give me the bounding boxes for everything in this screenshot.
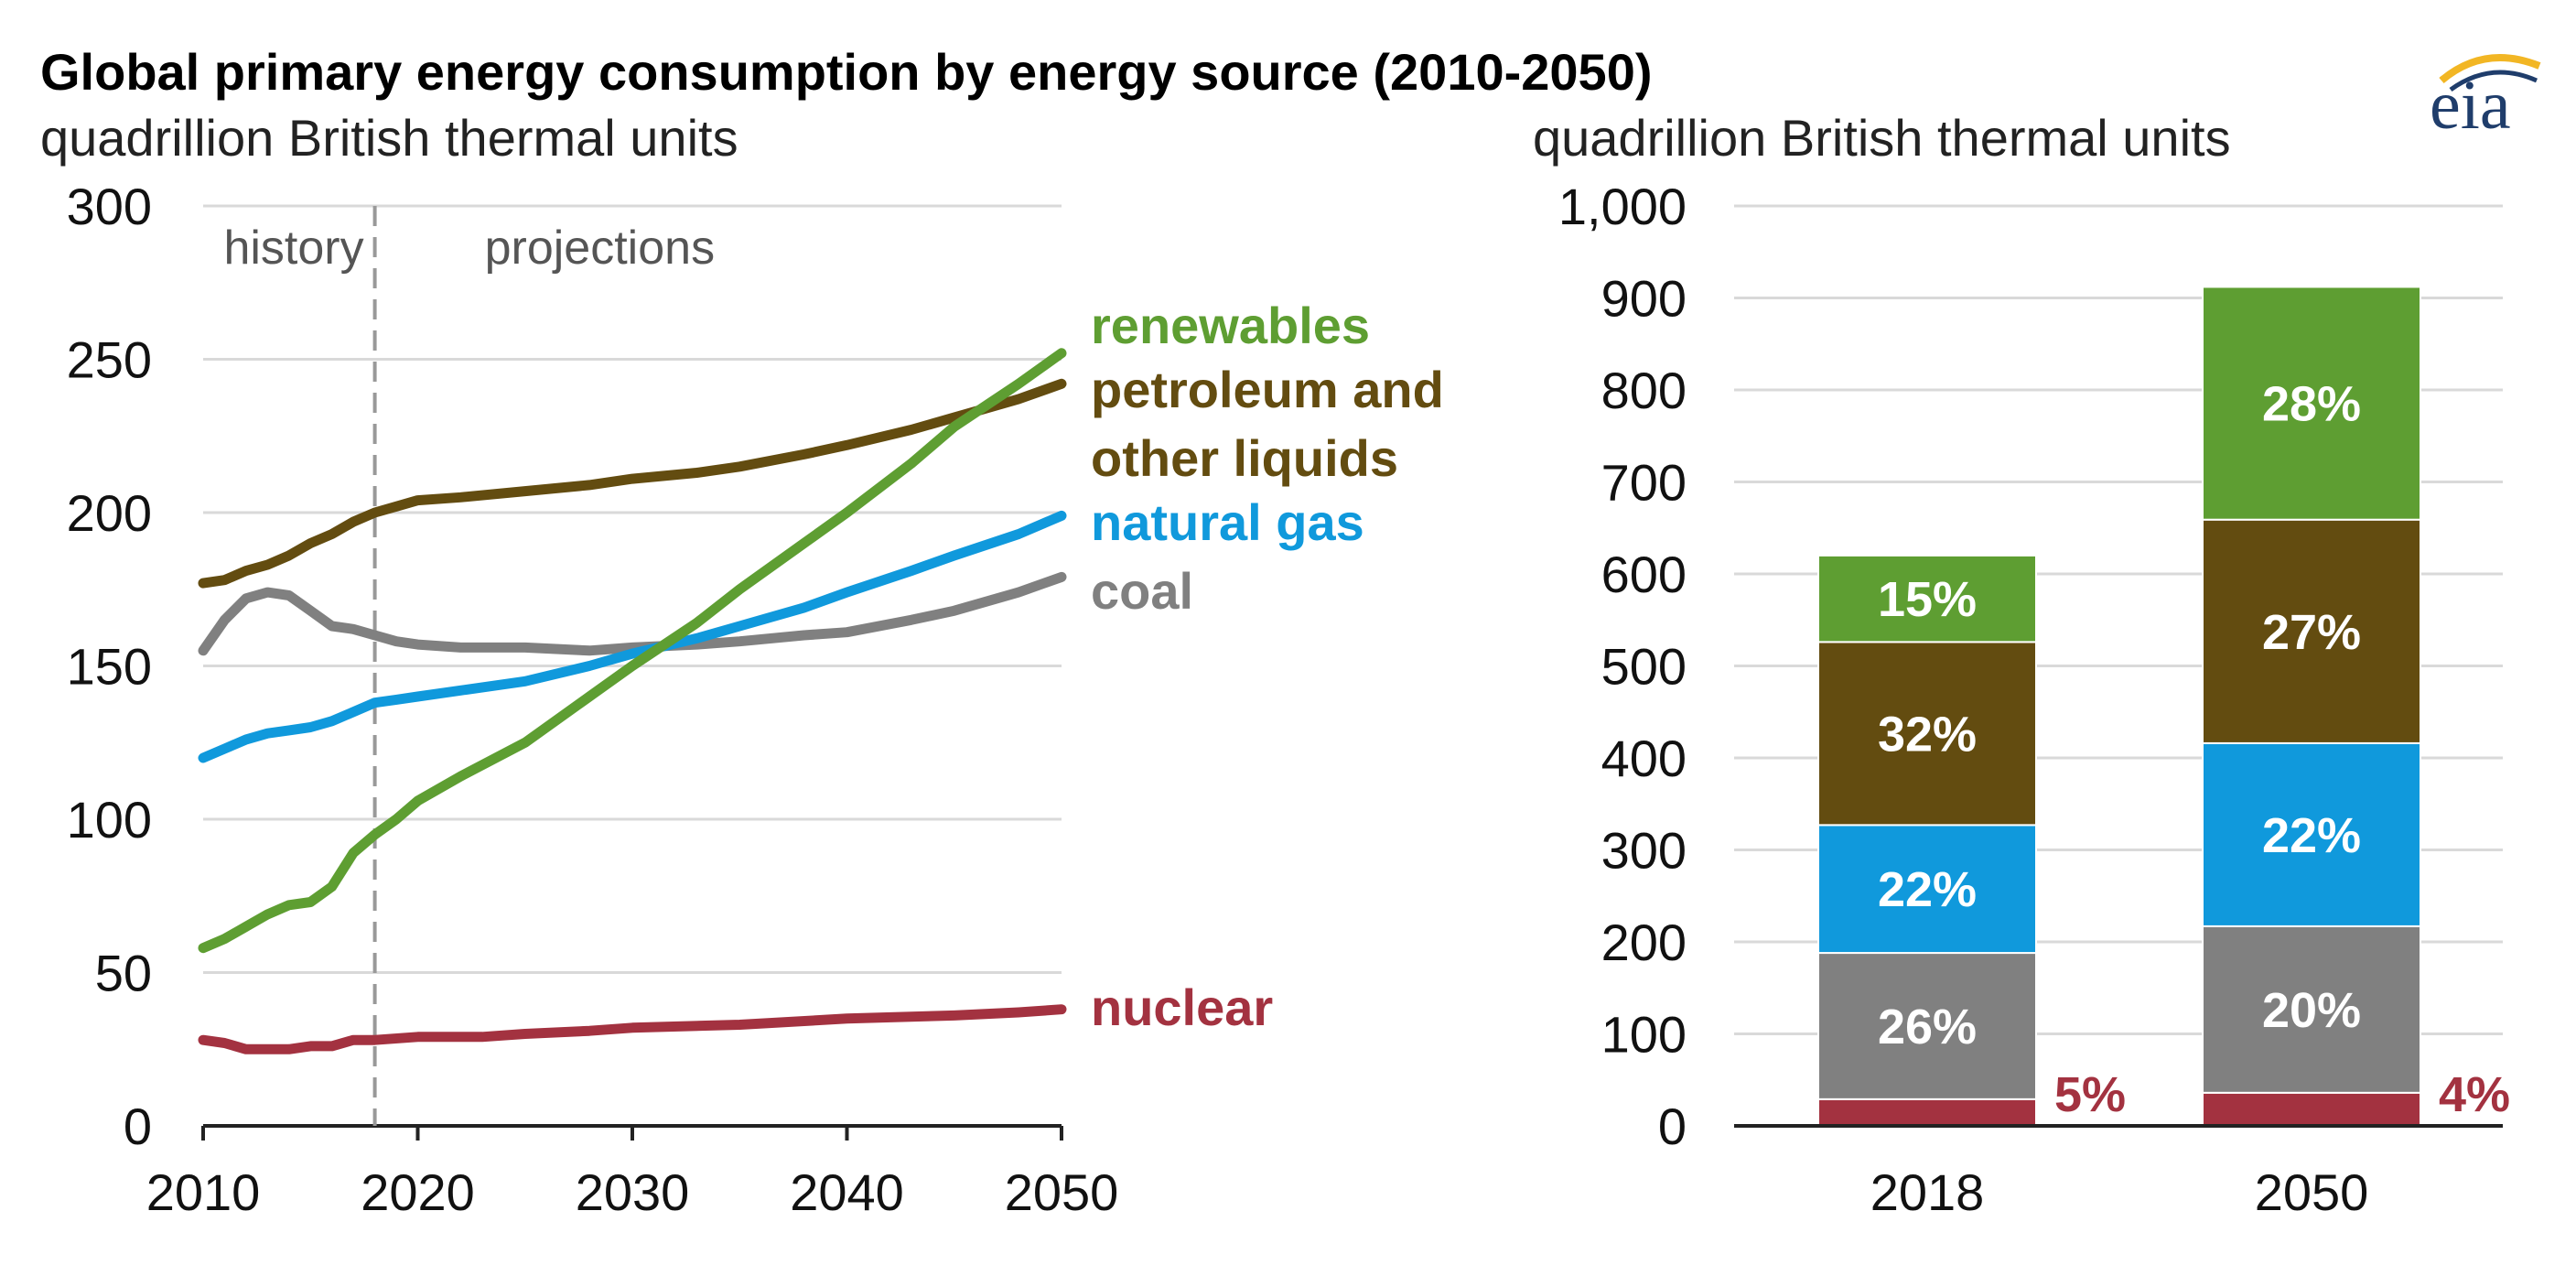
bar-y-tick-label: 900 <box>1601 270 1687 328</box>
bar-y-tick-label: 100 <box>1601 1006 1687 1064</box>
line-y-tick-label: 100 <box>67 791 152 849</box>
line-x-tick-label: 2030 <box>576 1163 690 1221</box>
line-x-tick-label: 2040 <box>790 1163 904 1221</box>
line-chart: 0 50 100 150 200 250 300 2010 2020 2030 2040 2050 hi… <box>67 178 1444 1221</box>
series-label-nuclear: nuclear <box>1091 978 1273 1036</box>
bar-y-tick-label: 200 <box>1601 914 1687 971</box>
line-y-tick-label: 150 <box>67 638 152 696</box>
line-series-petroleum <box>198 378 1067 589</box>
chart-title: Global primary energy consumption by ene… <box>40 43 1652 101</box>
line-y-tick-label: 250 <box>67 331 152 389</box>
bar-y-tick-label: 300 <box>1601 822 1687 880</box>
series-label-renewables: renewables <box>1091 297 1370 354</box>
bar-category-label: 2018 <box>1870 1163 1985 1221</box>
line-y-tick-label: 300 <box>67 178 152 235</box>
bar-y-tick-label: 600 <box>1601 546 1687 603</box>
bar-percent-label-coal: 20% <box>2262 983 2361 1038</box>
bar-segment-nuclear-2050 <box>2202 1091 2421 1127</box>
bar-segment-coal-2050 <box>2202 924 2421 1094</box>
bar-percent-label-renewables: 15% <box>1878 572 1977 627</box>
bar-y-tick-label: 700 <box>1601 454 1687 512</box>
bar-y-tick-label: 0 <box>1658 1097 1687 1155</box>
bar-percent-label-nuclear: 5% <box>2054 1067 2126 1122</box>
bar-percent-label-natural-gas: 22% <box>2262 808 2361 863</box>
bar-y-tick-label: 1,000 <box>1558 178 1687 235</box>
bar-segment-renewables-2050 <box>2202 286 2421 521</box>
line-y-tick-label: 50 <box>95 945 152 1002</box>
bar-y-tick-label: 400 <box>1601 730 1687 787</box>
bar-percent-label-nuclear: 4% <box>2439 1067 2510 1122</box>
series-label-coal: coal <box>1091 562 1193 620</box>
line-x-tick-label: 2050 <box>1005 1163 1119 1221</box>
bar-y-tick-label: 800 <box>1601 362 1687 419</box>
projections-label: projections <box>485 222 715 275</box>
series-label-petroleum: other liquids <box>1091 429 1398 487</box>
history-label: history <box>223 222 363 275</box>
bar-segment-renewables-2018 <box>1817 554 2037 643</box>
bar-category-label: 2050 <box>2255 1163 2369 1221</box>
line-x-tick-label: 2010 <box>146 1163 261 1221</box>
line-y-tick-label: 0 <box>124 1097 152 1155</box>
eia-logo: eia <box>2430 54 2541 144</box>
bar-percent-label-renewables: 28% <box>2262 377 2361 432</box>
bar-segment-natural-gas-2050 <box>2202 741 2421 927</box>
line-y-tick-label: 200 <box>67 484 152 542</box>
bar-percent-label-coal: 26% <box>1878 1000 1977 1054</box>
line-chart-y-unit: quadrillion British thermal units <box>40 109 738 167</box>
bar-percent-label-petroleum: 32% <box>1878 707 1977 762</box>
bar-segment-nuclear-2018 <box>1817 1097 2037 1127</box>
bar-y-tick-label: 500 <box>1601 638 1687 696</box>
line-series-coal <box>198 571 1067 656</box>
bar-percent-label-natural-gas: 22% <box>1878 862 1977 917</box>
series-label-natural-gas: natural gas <box>1091 493 1364 551</box>
line-series-nuclear <box>198 1004 1067 1054</box>
logo-text: eia <box>2430 67 2511 144</box>
bar-segment-petroleum-2050 <box>2202 518 2421 744</box>
stacked-bar-chart: 0 100 200 300 400 500 600 700 800 900 1,000 5% 26% 22… <box>1558 178 2510 1221</box>
logo-arc-yellow <box>2439 54 2541 84</box>
bar-segment-coal-2018 <box>1817 952 2037 1100</box>
bar-percent-label-petroleum: 27% <box>2262 605 2361 660</box>
series-label-petroleum: petroleum and <box>1091 361 1444 418</box>
bar-chart-y-unit: quadrillion British thermal units <box>1533 109 2231 167</box>
line-series-natural-gas <box>198 510 1067 763</box>
line-x-tick-label: 2020 <box>361 1163 475 1221</box>
logo-arc-blue <box>2449 70 2538 92</box>
line-series-renewables <box>198 348 1067 954</box>
